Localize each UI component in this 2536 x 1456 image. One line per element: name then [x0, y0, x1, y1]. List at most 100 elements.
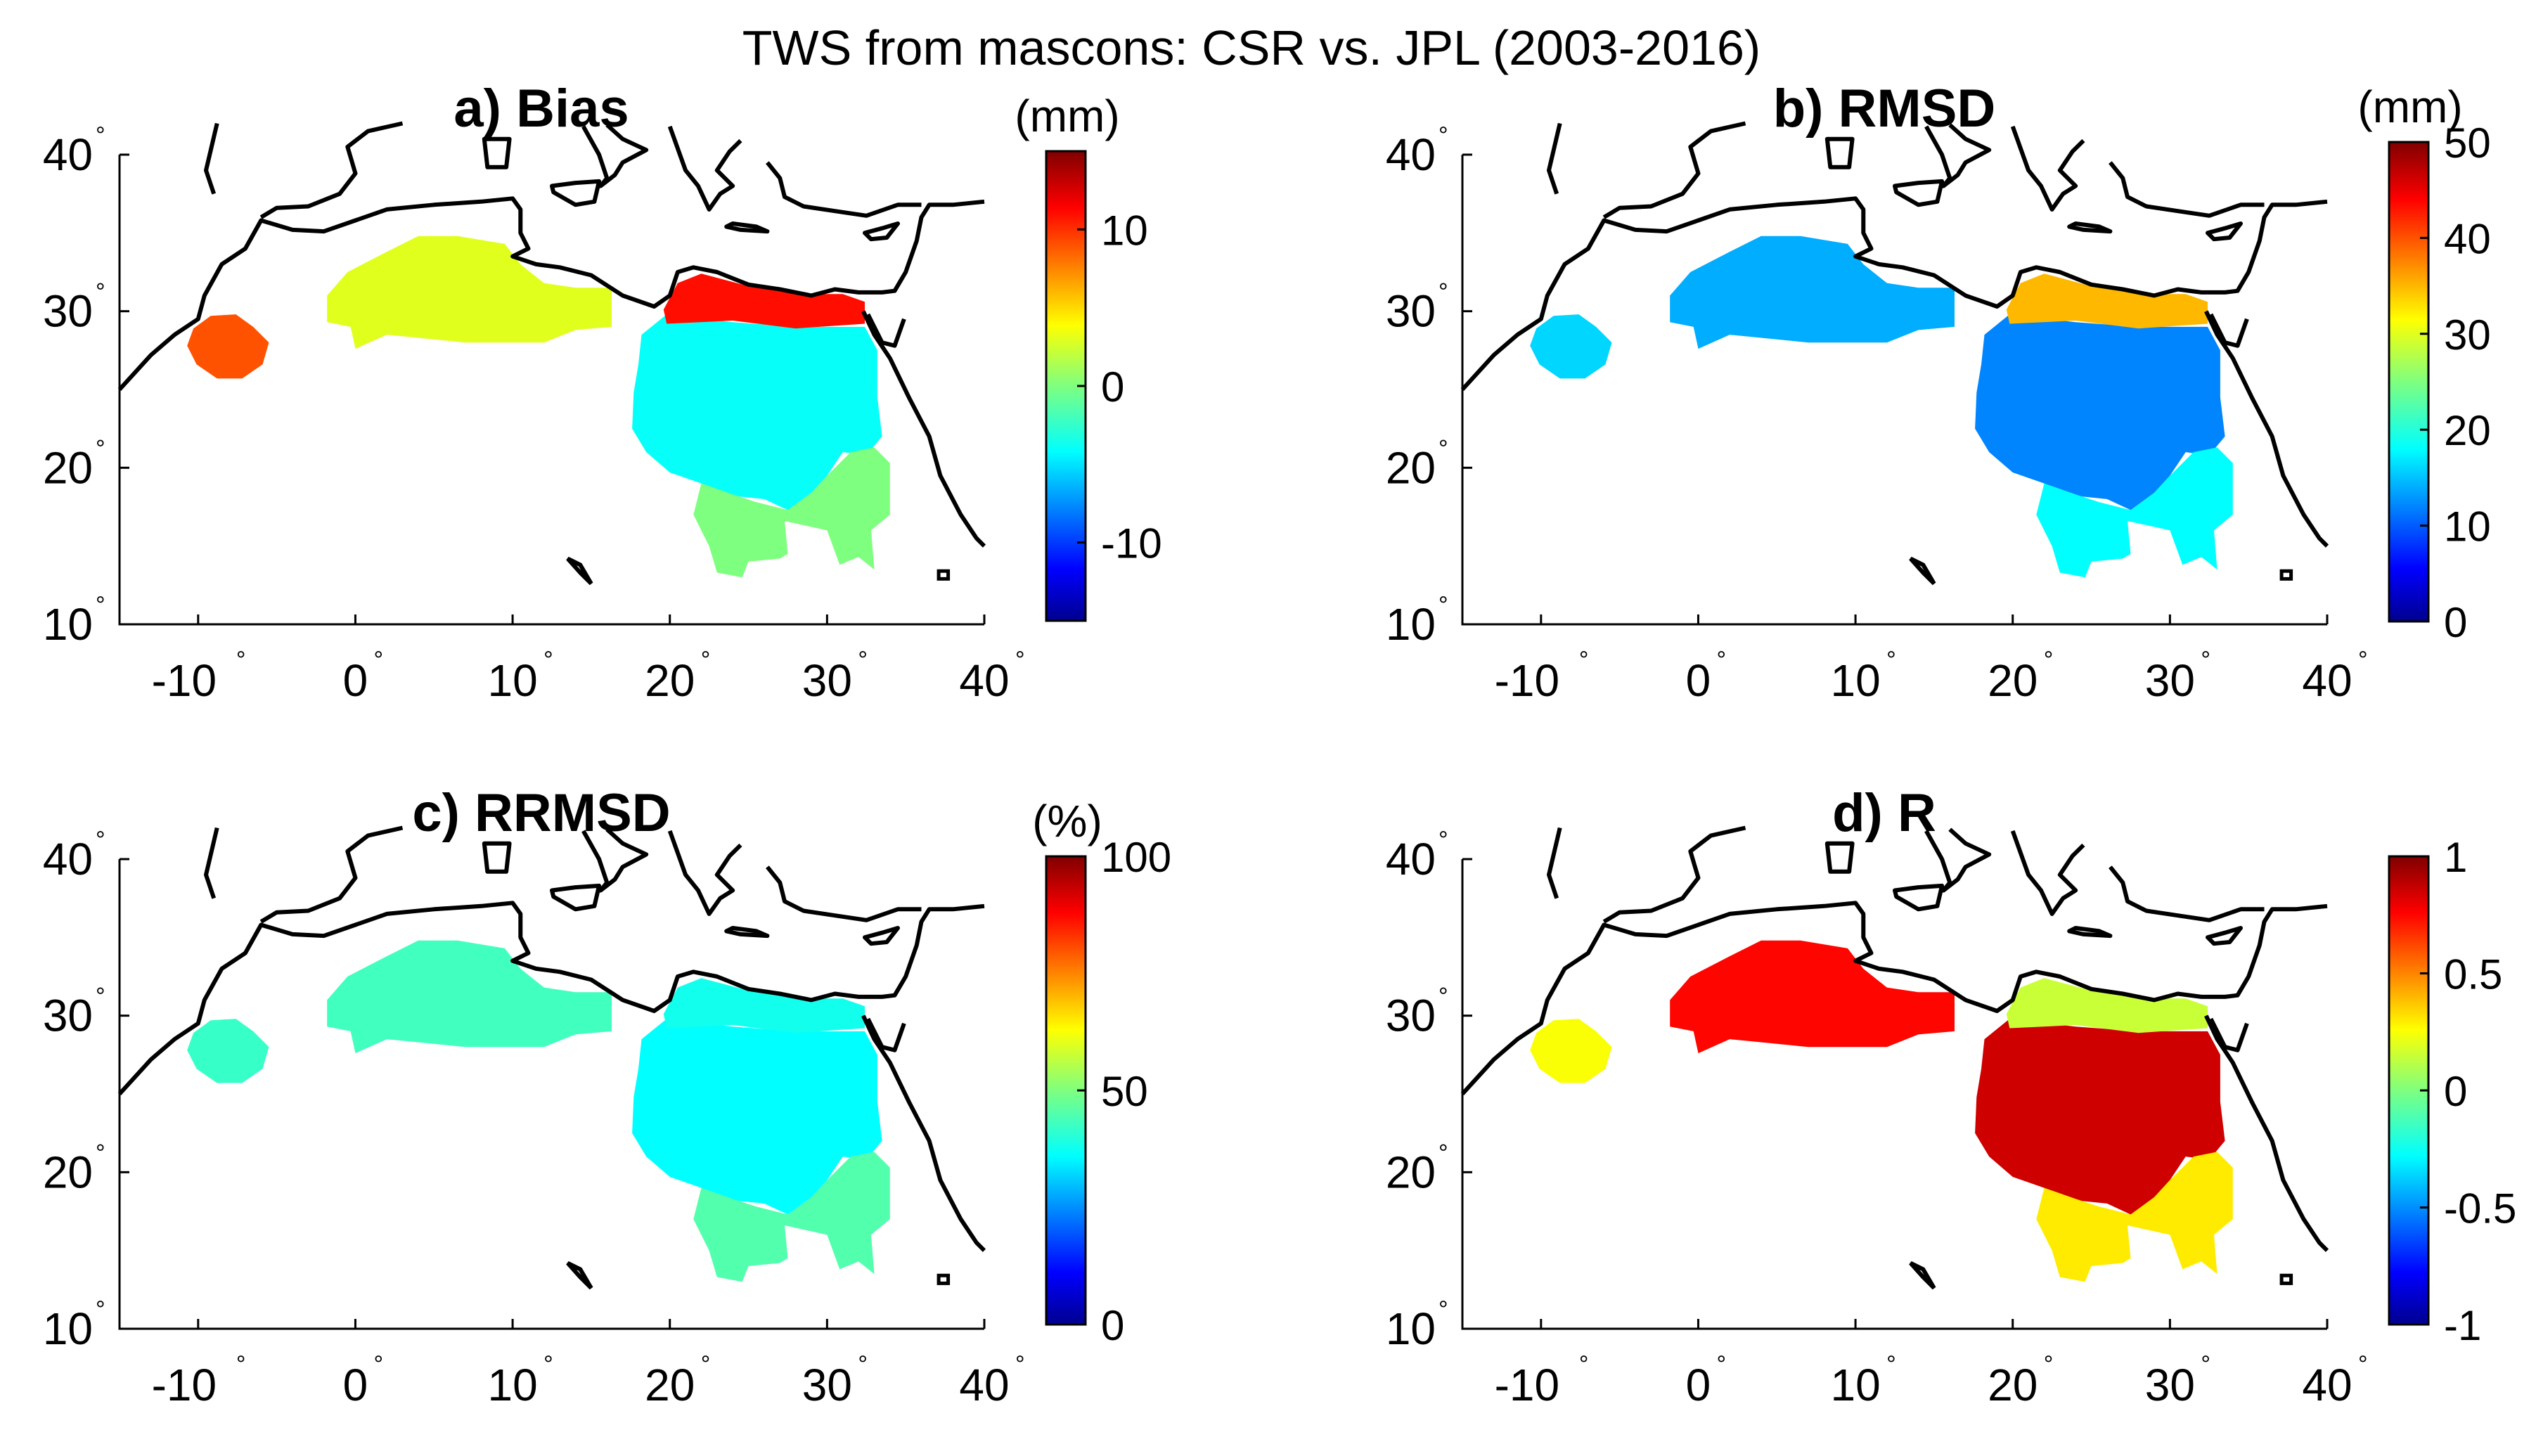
- colorbar-tick-label: 20: [2444, 407, 2491, 454]
- coastline-a: [117, 196, 985, 392]
- coastline-d: [2206, 926, 2243, 946]
- colorbar-unit-b: (mm): [2357, 82, 2462, 132]
- x-tick-label: 10: [1830, 1360, 1880, 1410]
- coastline-c: [863, 926, 900, 946]
- region-morocco-b: [1530, 314, 1612, 379]
- coastline-a: [667, 125, 742, 212]
- x-tick-degree: °: [373, 647, 383, 674]
- x-tick-degree: °: [2044, 1351, 2054, 1378]
- y-tick-label: 30: [1386, 991, 1436, 1041]
- y-tick-label: 10: [1386, 1303, 1436, 1354]
- x-tick-degree: °: [543, 1351, 553, 1378]
- coastline-b: [1547, 122, 1562, 195]
- y-tick-degree: °: [1438, 1296, 1448, 1323]
- y-tick-label: 40: [1386, 129, 1436, 180]
- y-tick-degree: °: [1438, 592, 1448, 619]
- coastline-d: [1824, 841, 1855, 874]
- x-tick-label: 0: [343, 655, 368, 706]
- panel-a: -10 ° 0 ° 10 ° 20 ° 30 ° 40 °10 °20 °30 °40 ° a) Bias100…: [43, 79, 1162, 706]
- y-tick-label: 30: [43, 286, 93, 337]
- x-tick-degree: °: [2358, 647, 2368, 674]
- x-tick-label: 0: [1686, 1360, 1711, 1410]
- coastline-a: [865, 313, 906, 348]
- island-a: [936, 569, 951, 581]
- region-algeria-a: [327, 236, 612, 349]
- coastline-c: [550, 883, 602, 912]
- panel-title-a: a) Bias: [453, 79, 629, 138]
- colorbar-tick-label: 50: [2444, 120, 2491, 167]
- coastline-d: [2204, 1014, 2329, 1252]
- coastline-a: [482, 136, 512, 169]
- region-libya-b: [1975, 314, 2225, 510]
- x-tick-label: 30: [802, 1360, 852, 1410]
- island-b: [2279, 569, 2293, 581]
- x-tick-label: 20: [645, 1360, 695, 1410]
- coastline-d: [1547, 827, 1562, 899]
- y-tick-label: 20: [1386, 1147, 1436, 1197]
- colorbar-tick-label: 0.5: [2444, 951, 2502, 998]
- y-tick-label: 10: [1386, 599, 1436, 650]
- colorbar-tick-label: 0: [1101, 1302, 1124, 1349]
- y-tick-degree: °: [1438, 827, 1448, 853]
- y-tick-degree: °: [96, 984, 105, 1010]
- x-tick-label: 40: [959, 1360, 1009, 1410]
- coastline-c: [117, 901, 985, 1096]
- y-tick-label: 40: [43, 834, 93, 884]
- panel-d: -10 ° 0 ° 10 ° 20 ° 30 ° 40 °10 °20 °30 °40 ° d) R10.50-…: [1386, 783, 2517, 1410]
- coastline-d: [2109, 865, 2265, 922]
- x-tick-degree: °: [2201, 1351, 2210, 1378]
- island-c: [936, 1273, 951, 1285]
- coastline-d: [1924, 827, 1992, 893]
- y-tick-degree: °: [1438, 984, 1448, 1010]
- x-tick-degree: °: [1716, 1351, 1726, 1378]
- colorbar-tick-label: 40: [2444, 215, 2491, 262]
- y-tick-degree: °: [96, 827, 105, 853]
- lake-chad-c: [566, 1261, 593, 1290]
- region-libya_north-c: [663, 978, 865, 1033]
- x-tick-label: 30: [2145, 1360, 2195, 1410]
- colorbar-tick-label: 0: [2444, 599, 2467, 646]
- region-libya_north-a: [663, 273, 865, 329]
- x-tick-label: -10: [152, 655, 217, 706]
- colorbar-tick-label: -10: [1101, 520, 1162, 567]
- coastline-b: [2010, 125, 2085, 212]
- y-tick-label: 30: [43, 991, 93, 1041]
- panel-c: -10 ° 0 ° 10 ° 20 ° 30 ° 40 °10 °20 °30 °40 ° c) RRMSD10…: [43, 783, 1171, 1410]
- region-algeria-b: [1670, 236, 1955, 349]
- x-tick-degree: °: [858, 1351, 868, 1378]
- y-tick-label: 20: [43, 1147, 93, 1197]
- island-d: [2279, 1273, 2293, 1285]
- panel-b: -10 ° 0 ° 10 ° 20 ° 30 ° 40 °10 °20 °30 °40 ° b) RMSD504…: [1386, 79, 2491, 706]
- coastline-d: [1893, 883, 1945, 912]
- x-tick-label: 30: [802, 655, 852, 706]
- coastline-a: [259, 121, 404, 219]
- colorbar-tick-label: 0: [2444, 1068, 2467, 1115]
- x-tick-degree: °: [1015, 647, 1025, 674]
- y-tick-label: 10: [43, 1303, 93, 1354]
- coastline-a: [204, 122, 219, 195]
- coastline-b: [1824, 136, 1855, 169]
- colorbar-unit-a: (mm): [1015, 91, 1119, 141]
- y-tick-label: 30: [1386, 286, 1436, 337]
- coastline-d: [2067, 926, 2113, 939]
- coastline-d: [1460, 901, 2328, 1096]
- y-tick-label: 40: [43, 129, 93, 180]
- x-tick-label: 0: [1686, 655, 1711, 706]
- coastline-b: [2067, 221, 2113, 234]
- region-morocco-c: [187, 1019, 269, 1083]
- region-morocco-a: [187, 314, 269, 379]
- coastline-a: [581, 123, 649, 188]
- panel-title-c: c) RRMSD: [412, 783, 670, 843]
- region-sudan-c: [693, 1152, 890, 1282]
- y-tick-degree: °: [96, 279, 105, 306]
- colorbar-tick-label: 10: [1101, 207, 1148, 254]
- coastline-a: [766, 161, 922, 218]
- y-tick-degree: °: [1438, 1140, 1448, 1166]
- x-tick-degree: °: [373, 1351, 383, 1378]
- region-libya-d: [1975, 1019, 2225, 1215]
- y-tick-label: 20: [1386, 442, 1436, 493]
- x-tick-degree: °: [1015, 1351, 1025, 1378]
- x-tick-label: 10: [487, 655, 537, 706]
- colorbar-tick-label: 1: [2444, 834, 2467, 881]
